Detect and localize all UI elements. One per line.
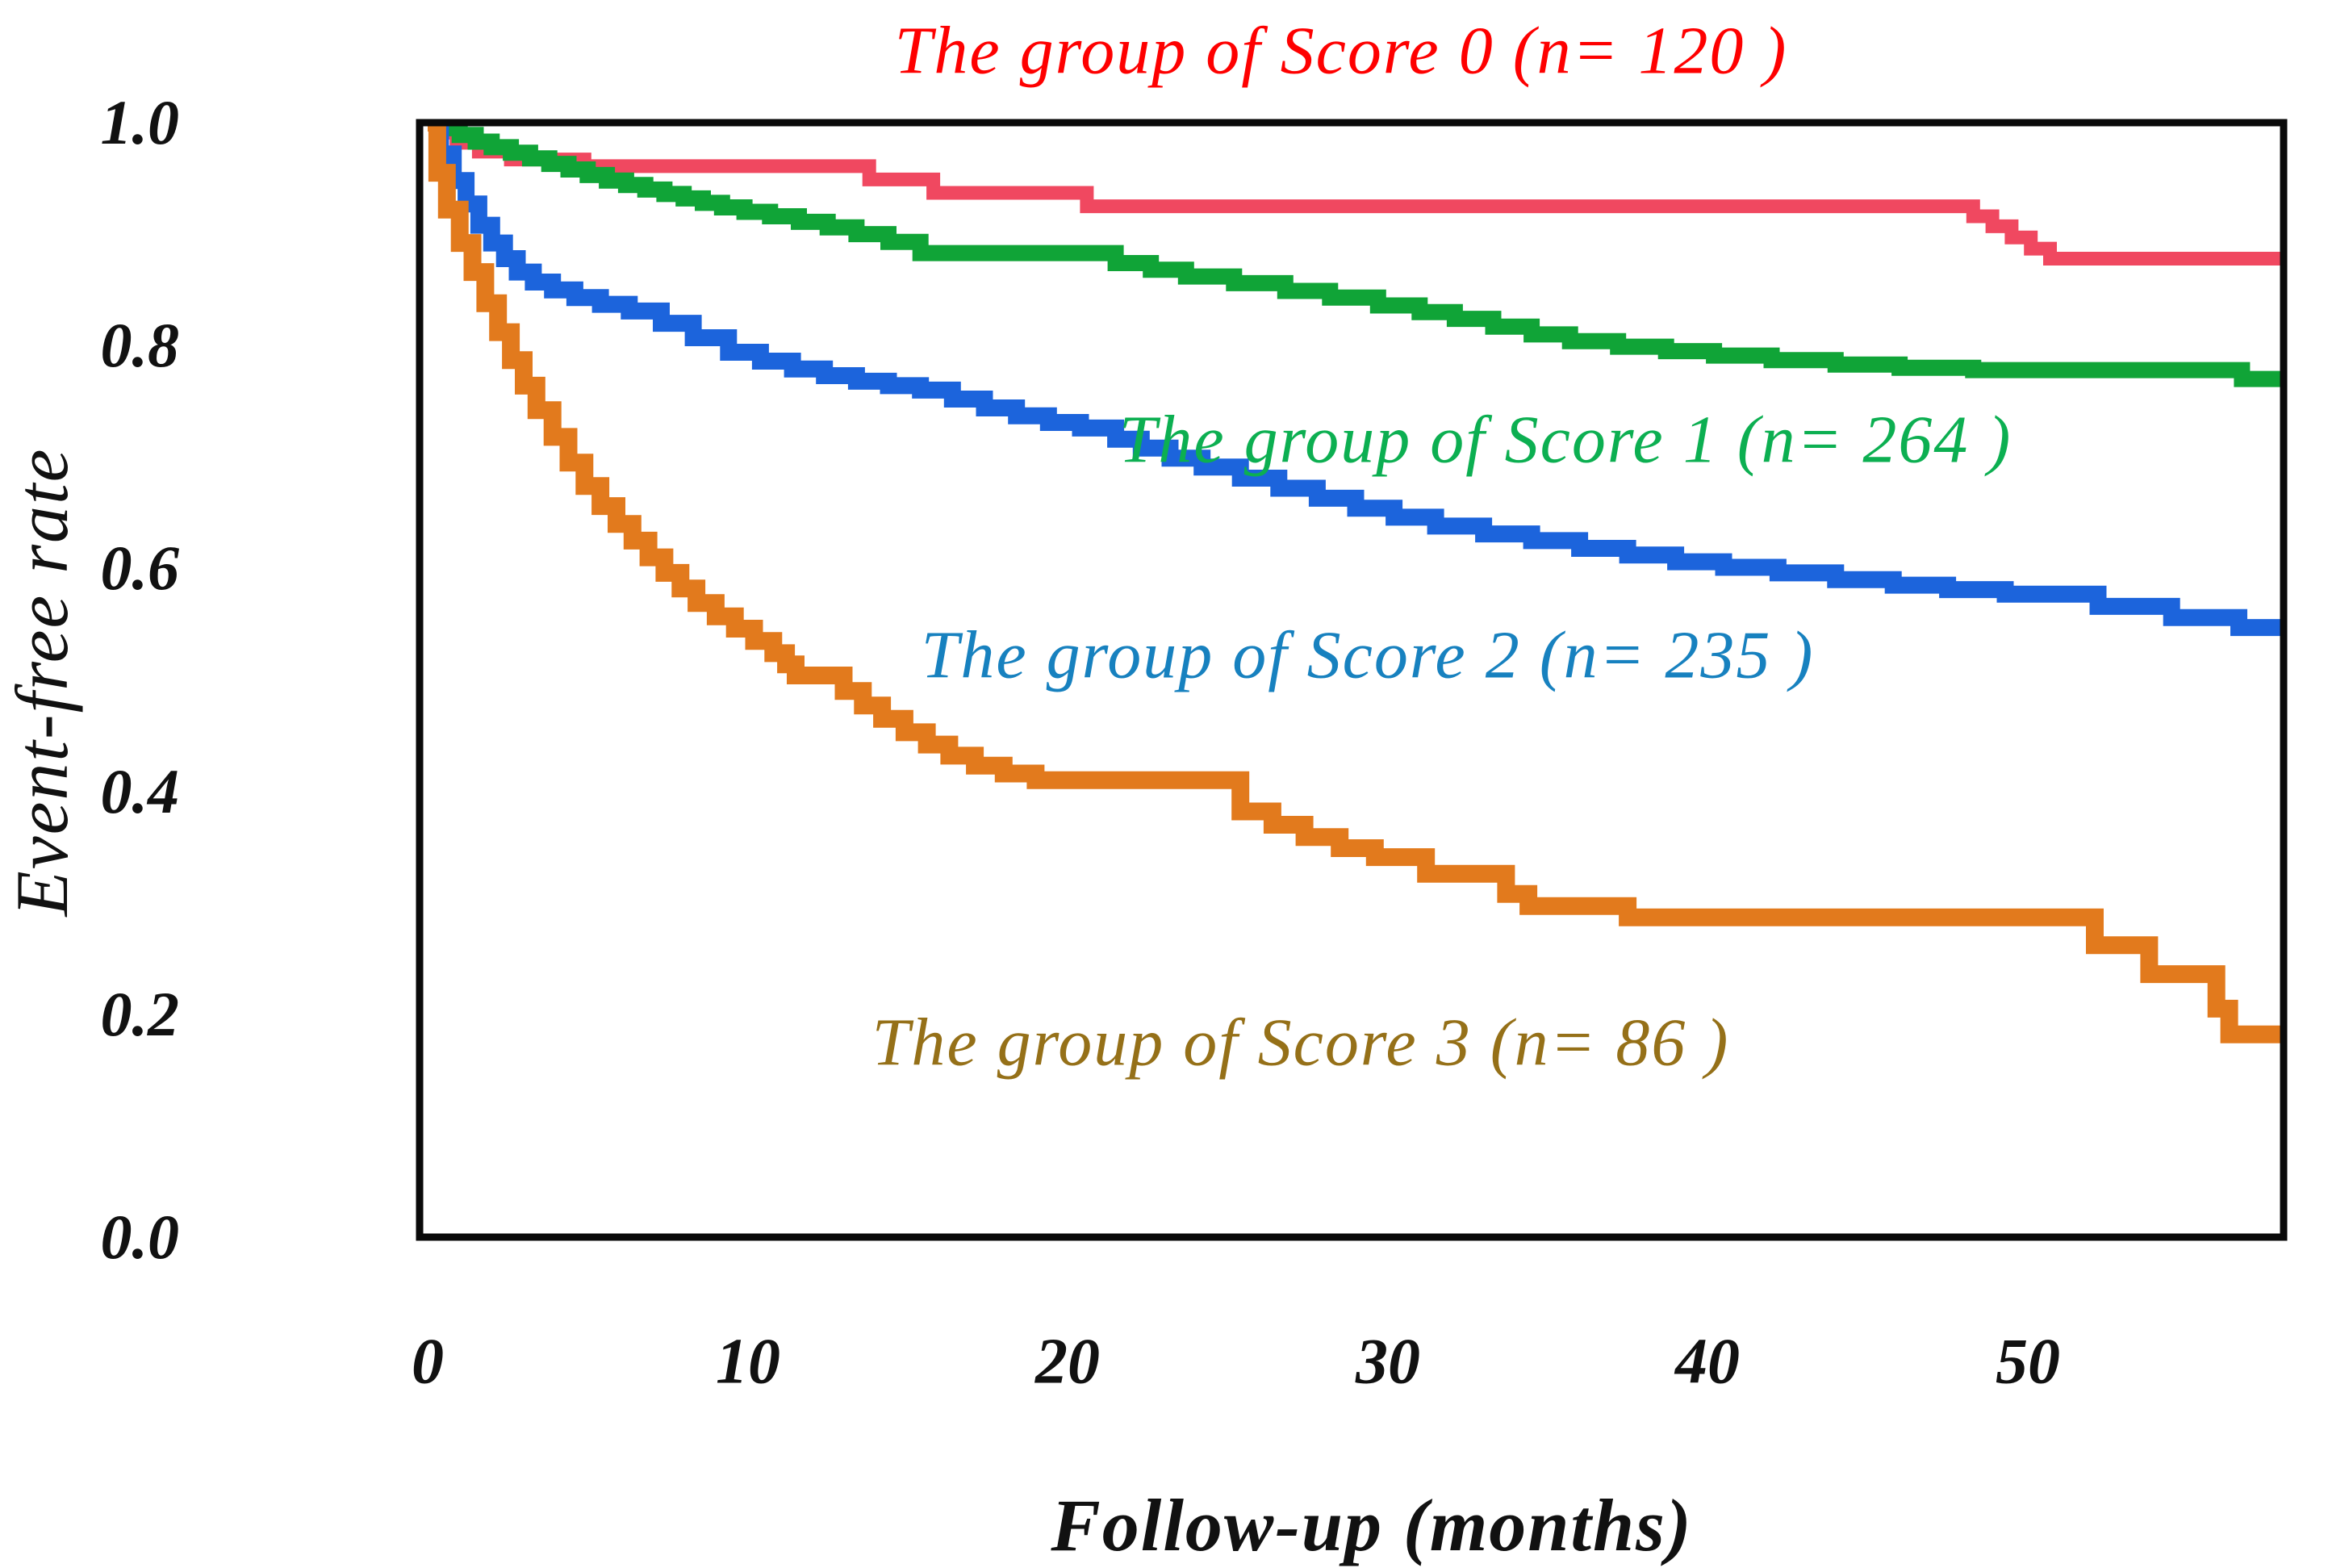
series-label-score2: The group of Score 2 (n= 235 )	[921, 617, 1815, 693]
curve-score1	[428, 123, 2284, 387]
series-label-score3: The group of Score 3 (n= 86 )	[871, 1005, 1730, 1081]
series-label-score1: The group of Score 1 (n= 264 )	[1118, 402, 2012, 478]
series-label-score0: The group of Score 0 (n= 120 )	[894, 13, 1788, 89]
curve-score2	[428, 123, 2284, 637]
x-tick-label: 40	[1675, 1326, 1740, 1398]
x-tick-label: 20	[1035, 1326, 1100, 1398]
y-tick-label: 0.0	[100, 1202, 180, 1272]
y-axis-title: Event-free rate	[1, 447, 83, 917]
x-tick-label: 50	[1996, 1326, 2060, 1398]
plot-border	[416, 119, 2288, 1241]
x-axis-title: Follow-up (months)	[1051, 1484, 1693, 1566]
x-tick-label: 30	[1356, 1326, 1420, 1398]
x-tick-label: 0	[412, 1326, 444, 1398]
y-tick-label: 0.2	[100, 979, 180, 1049]
y-tick-label: 0.8	[100, 310, 180, 380]
y-tick-label: 0.6	[100, 533, 180, 603]
y-tick-label: 0.4	[100, 756, 180, 826]
x-tick-label: 10	[716, 1326, 780, 1398]
curve-score3	[428, 123, 2284, 1043]
survival-curves	[428, 123, 2284, 1043]
y-tick-label: 1.0	[100, 87, 180, 157]
